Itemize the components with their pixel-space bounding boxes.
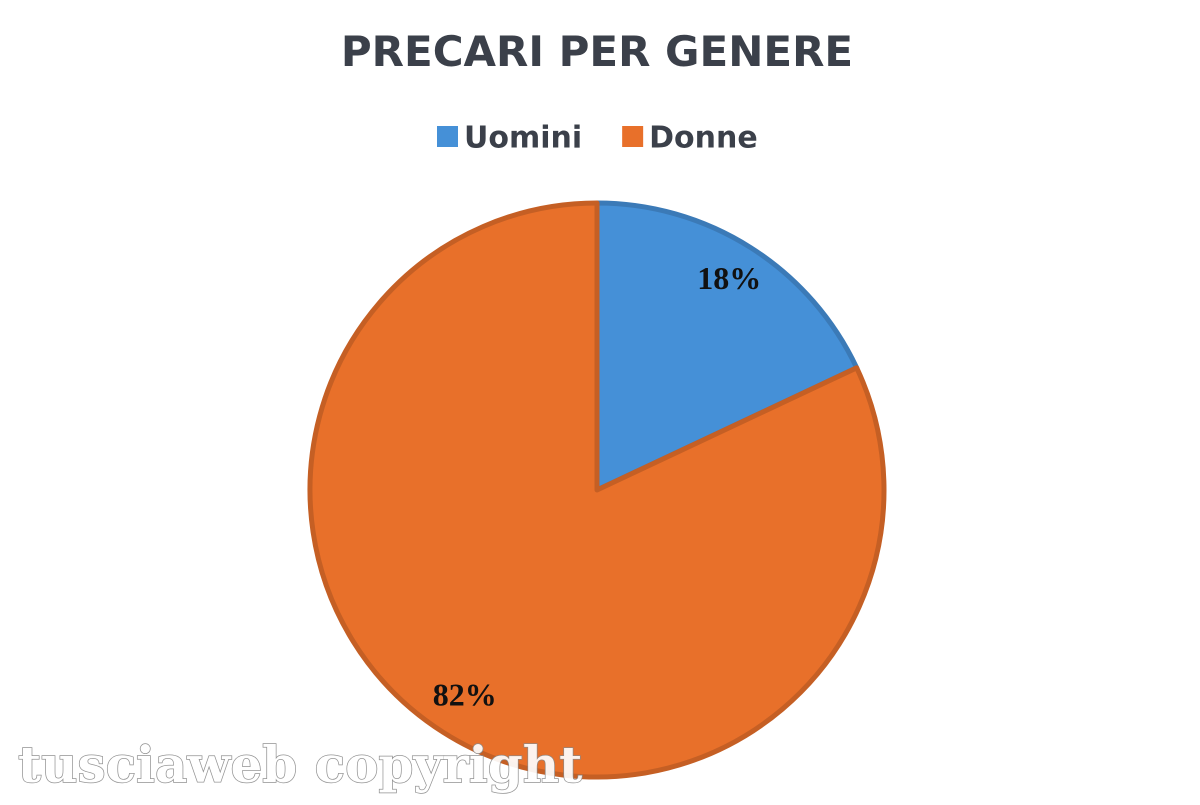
legend-swatch <box>622 126 644 147</box>
legend-label: Uomini <box>464 121 582 156</box>
legend-swatch <box>437 126 458 147</box>
legend-label: Donne <box>649 121 758 156</box>
pie-slice <box>307 200 887 780</box>
legend: Uomini Donne <box>437 121 758 156</box>
data-label: 82% <box>433 677 497 713</box>
chart-title: PRECARI PER GENERE <box>341 27 853 76</box>
pie: 18% 82% <box>307 200 887 780</box>
data-label: 18% <box>697 260 761 296</box>
pie-slice <box>594 200 860 493</box>
watermark: tusciaweb copyright <box>18 735 582 794</box>
